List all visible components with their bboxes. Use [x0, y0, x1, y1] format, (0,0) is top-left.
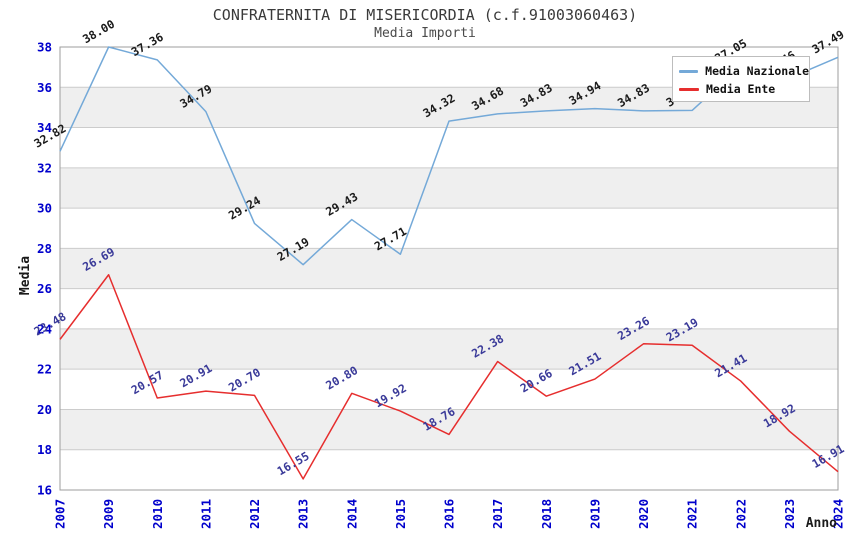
- x-tick-label: 2018: [539, 499, 554, 529]
- x-tick-label: 2010: [150, 499, 165, 529]
- legend-line-icon-nazionale: [679, 69, 699, 73]
- legend-item-media-ente: Media Ente: [679, 80, 809, 98]
- x-tick-label: 2021: [685, 499, 700, 529]
- x-tick-label: 2020: [636, 499, 651, 529]
- x-tick-label: 2017: [490, 499, 505, 529]
- y-tick-label: 30: [37, 201, 52, 216]
- x-tick-label: 2016: [442, 499, 457, 529]
- y-tick-label: 22: [37, 362, 52, 377]
- x-tick-label: 2019: [587, 499, 602, 529]
- legend-line-icon-ente: [679, 87, 699, 91]
- x-tick-label: 2023: [782, 499, 797, 529]
- y-tick-label: 18: [37, 442, 52, 457]
- y-tick-label: 28: [37, 241, 52, 256]
- legend-item-media-nazionale: Media Nazionale: [679, 62, 809, 80]
- legend-label-media-ente: Media Ente: [706, 82, 776, 96]
- y-tick-label: 24: [37, 321, 52, 336]
- x-tick-label: 2009: [101, 499, 116, 529]
- x-tick-label: 2011: [198, 499, 213, 529]
- data-label-media-nazionale: 38.00: [80, 17, 117, 46]
- y-axis-title: Media: [18, 255, 34, 296]
- plot-band: [60, 127, 838, 168]
- y-tick-label: 26: [37, 281, 52, 296]
- plot-band: [60, 409, 838, 450]
- plot-band: [60, 208, 838, 249]
- y-tick-label: 36: [37, 80, 52, 95]
- plot-band: [60, 167, 838, 209]
- plot-band: [60, 288, 838, 329]
- x-tick-label: 2015: [393, 499, 408, 529]
- legend: Media Nazionale Media Ente: [672, 56, 810, 102]
- x-tick-label: 2022: [733, 499, 748, 529]
- chart-title: CONFRATERNITA DI MISERICORDIA (c.f.91003…: [212, 6, 638, 24]
- series-line-media-ente: [59, 273, 839, 480]
- x-tick-label: 2024: [831, 499, 846, 529]
- x-axis-title: Anno: [805, 516, 837, 531]
- x-tick-label: 2007: [53, 499, 68, 529]
- y-tick-label: 38: [37, 40, 52, 55]
- plot-band: [60, 449, 838, 490]
- y-tick-label: 32: [37, 160, 52, 175]
- chart-subtitle: Media Importi: [374, 26, 476, 41]
- plot-band: [60, 248, 838, 289]
- y-tick-label: 16: [37, 483, 52, 498]
- plot-border: [59, 46, 839, 491]
- y-tick-label: 20: [37, 402, 52, 417]
- y-tick-label: 34: [37, 120, 52, 135]
- x-tick-label: 2013: [296, 499, 311, 529]
- plot-band: [60, 369, 838, 410]
- legend-label-media-nazionale: Media Nazionale: [705, 64, 809, 78]
- x-tick-label: 2014: [344, 499, 359, 529]
- plot-band: [60, 328, 838, 370]
- x-tick-label: 2012: [247, 499, 262, 529]
